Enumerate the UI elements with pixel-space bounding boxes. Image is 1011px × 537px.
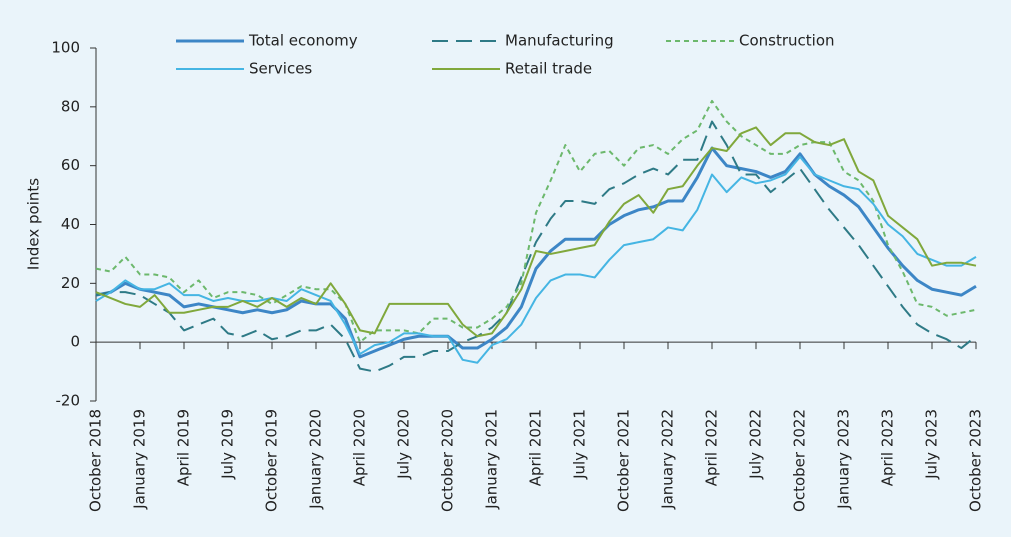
x-tick-label: October 2023 — [967, 409, 985, 512]
x-tick-label: October 2020 — [439, 409, 457, 512]
x-tick-label: April 2020 — [351, 409, 369, 486]
x-tick-label: July 2020 — [395, 409, 413, 480]
x-tick-label: October 2021 — [615, 409, 633, 512]
series-line — [95, 120, 977, 373]
x-tick-label: April 2022 — [703, 409, 721, 486]
legend-label: Total economy — [248, 32, 358, 50]
x-tick-label: January 2023 — [835, 409, 853, 510]
y-tick-label: 40 — [61, 215, 80, 233]
legend-label: Construction — [739, 32, 835, 50]
legend-label: Services — [249, 60, 312, 78]
y-tick-label: 20 — [61, 274, 80, 292]
x-tick-label: July 2021 — [571, 409, 589, 480]
x-tick-label: April 2021 — [527, 409, 545, 486]
y-tick-label: 80 — [61, 97, 80, 115]
series-line — [95, 146, 977, 359]
legend-label: Manufacturing — [505, 32, 614, 50]
legend-label: Retail trade — [505, 60, 592, 78]
x-tick-label: July 2019 — [219, 409, 237, 480]
x-tick-label: July 2022 — [747, 409, 765, 480]
x-tick-label: January 2022 — [659, 409, 677, 510]
x-tick-label: January 2020 — [307, 409, 325, 510]
x-tick-label: October 2019 — [263, 409, 281, 512]
x-tick-label: October 2018 — [87, 409, 105, 512]
x-tick-label: April 2023 — [879, 409, 897, 486]
series-line — [95, 126, 977, 338]
y-tick-label: 0 — [70, 333, 80, 351]
y-tick-label: -20 — [56, 392, 81, 410]
x-tick-label: April 2019 — [175, 409, 193, 486]
y-axis-label: Index points — [25, 178, 43, 270]
x-tick-label: July 2023 — [923, 409, 941, 480]
series-line — [95, 99, 977, 344]
x-tick-label: January 2021 — [483, 409, 501, 510]
y-tick-label: 100 — [51, 39, 80, 57]
y-tick-label: 60 — [61, 156, 80, 174]
x-tick-label: October 2022 — [791, 409, 809, 512]
x-tick-label: January 2019 — [131, 409, 149, 510]
